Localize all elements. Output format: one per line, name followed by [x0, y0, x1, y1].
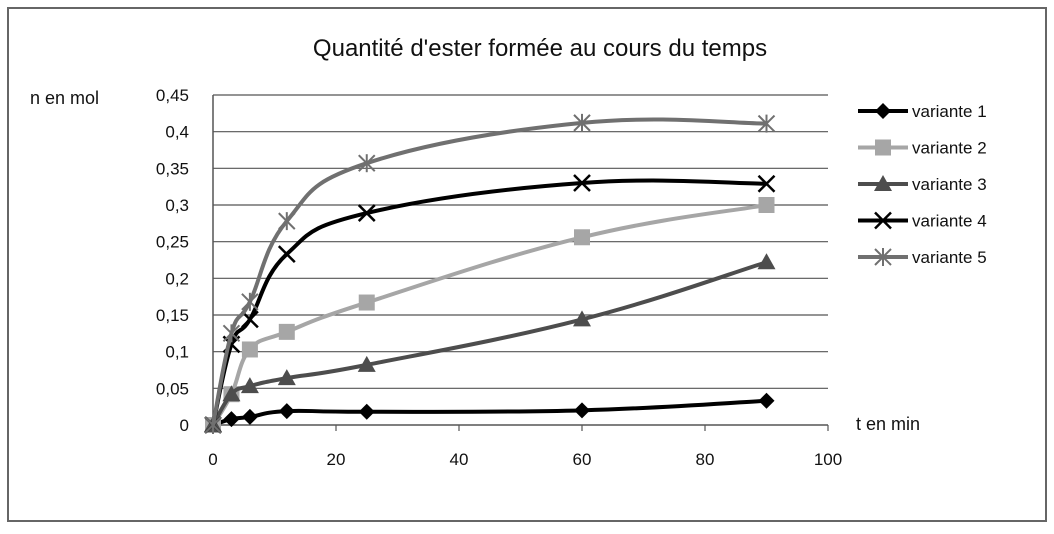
data-point: [757, 114, 776, 133]
series-line: [211, 117, 767, 426]
data-point: [278, 323, 295, 340]
data-point: [757, 253, 776, 270]
data-point: [758, 392, 775, 409]
y-tick-label: 0,4: [165, 123, 189, 142]
legend-item: variante 2: [858, 139, 987, 158]
data-point: [358, 154, 376, 173]
legend-marker: [875, 103, 891, 119]
data-point: [277, 245, 296, 264]
series-line: [211, 260, 768, 427]
chart-border: [7, 7, 1047, 522]
legend-label: variante 5: [912, 248, 987, 267]
legend-item: variante 5: [858, 248, 987, 267]
data-point: [357, 355, 376, 372]
data-point: [241, 292, 259, 311]
y-tick-label: 0,15: [156, 306, 189, 325]
x-tick-label: 80: [696, 450, 715, 469]
y-tick-label: 0,3: [165, 196, 189, 215]
x-tick-label: 0: [208, 450, 217, 469]
legend-label: variante 3: [912, 175, 987, 194]
y-tick-label: 0,2: [165, 269, 189, 288]
legend-item: variante 4: [858, 212, 987, 231]
legend-label: variante 2: [912, 139, 987, 158]
x-tick-label: 60: [573, 450, 592, 469]
x-tick-label: 100: [814, 450, 842, 469]
data-point: [278, 403, 295, 420]
data-point: [223, 411, 240, 428]
y-tick-label: 0: [180, 416, 189, 435]
data-point: [222, 324, 241, 343]
data-point: [240, 377, 259, 394]
tick-labels: 0 0,05 0,1 0,15 0,2 0,25 0,3 0,35 0,4 0,45 0 20 40 60…: [156, 86, 842, 469]
legend-label: variante 1: [912, 102, 987, 121]
data-point: [204, 416, 222, 434]
series-line: [211, 203, 767, 427]
x-tick-label: 20: [327, 450, 346, 469]
legend-marker: [874, 211, 892, 230]
grid-lines: [213, 94, 828, 389]
y-tick-label: 0,25: [156, 233, 189, 252]
data-point: [358, 403, 375, 420]
y-tick-label: 0,35: [156, 159, 189, 178]
data-point: [574, 229, 590, 246]
data-point: [757, 174, 776, 193]
y-tick-label: 0,1: [165, 343, 189, 362]
data-point: [573, 113, 591, 132]
data-point: [277, 369, 296, 386]
x-axis-label: t en min: [856, 414, 920, 434]
y-tick-label: 0,05: [156, 379, 189, 398]
series-5: [204, 113, 776, 434]
legend-item: variante 1: [858, 102, 987, 121]
data-point: [357, 204, 376, 222]
chart-title: Quantité d'ester formée au cours du temp…: [313, 35, 767, 62]
legend-item: variante 3: [858, 175, 987, 194]
series-layer: [204, 113, 776, 434]
data-point: [241, 408, 258, 425]
legend: variante 1 variante 2 variante 3 variante 4…: [858, 102, 987, 267]
x-tick-label: 40: [450, 450, 469, 469]
legend-label: variante 4: [912, 212, 987, 231]
data-point: [574, 402, 590, 419]
data-point: [241, 341, 258, 358]
legend-marker: [875, 139, 891, 156]
y-axis-label: n en mol: [30, 88, 99, 108]
data-point: [758, 197, 775, 213]
data-point: [278, 212, 296, 231]
y-tick-label: 0,45: [156, 86, 189, 105]
data-point: [573, 310, 591, 327]
data-point: [573, 174, 591, 192]
legend-marker: [874, 248, 892, 266]
legend-marker: [874, 175, 892, 191]
data-point: [358, 294, 375, 311]
data-point: [222, 385, 241, 402]
